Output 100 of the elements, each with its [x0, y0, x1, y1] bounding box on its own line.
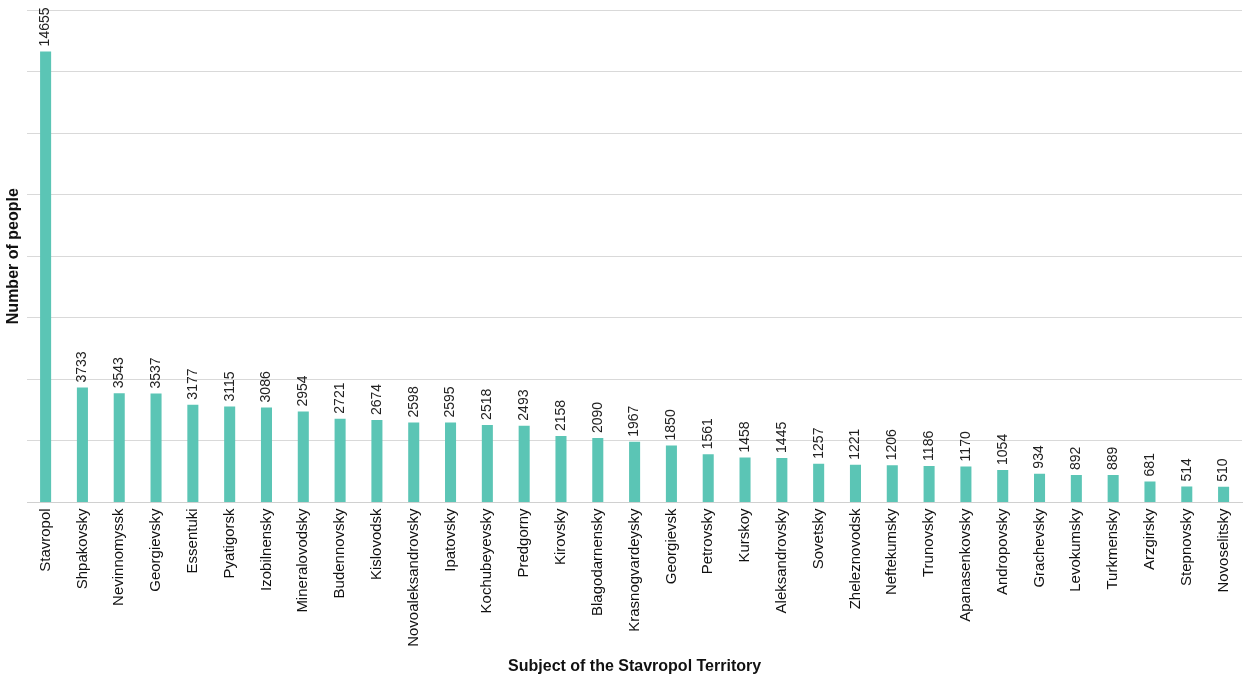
x-tick-label: Blagodarnensky [587, 507, 605, 616]
y-axis-title: Number of people [4, 188, 22, 325]
x-tick-label: Georgievsk [661, 507, 679, 585]
x-tick-label: Nevinnomyssk [109, 507, 127, 606]
bar [187, 404, 199, 502]
bar [297, 411, 309, 502]
data-label: 2595 [441, 386, 458, 418]
x-tick-label: Neftekumsky [882, 507, 900, 596]
x-tick-label: Turkmensky [1103, 507, 1121, 590]
data-label: 1850 [662, 409, 679, 441]
bar [1070, 474, 1082, 502]
x-tick-label: Trunovsky [919, 507, 937, 578]
bar [1034, 473, 1046, 502]
x-tick-label: Izobilnensky [256, 507, 274, 591]
data-label: 1221 [846, 428, 863, 460]
x-tick-label: Sovetsky [808, 507, 826, 570]
data-label: 2674 [367, 383, 384, 416]
bar [224, 406, 236, 502]
x-tick-label: Arzgirsky [1140, 507, 1158, 571]
data-label: 1206 [883, 428, 900, 461]
data-label: 2954 [294, 375, 311, 407]
data-label: 3537 [146, 357, 163, 389]
data-label: 1186 [919, 430, 936, 461]
bar [923, 465, 935, 502]
x-tick-label: Predgorny [514, 507, 532, 578]
bar [849, 464, 861, 502]
x-tick-label: Novoaleksandrovsky [403, 507, 421, 647]
data-label: 2518 [478, 388, 495, 420]
data-label: 2090 [588, 401, 605, 434]
x-tick-label: Kirovsky [551, 507, 569, 566]
data-label: 2721 [330, 382, 347, 414]
data-label: 3177 [183, 368, 200, 400]
bar [629, 441, 641, 502]
x-tick-label: Stepnovsky [1176, 507, 1194, 586]
bar [1181, 486, 1193, 502]
data-label: 681 [1140, 452, 1157, 477]
x-tick-label: Krasnogvardeysky [624, 507, 642, 632]
bar [813, 463, 825, 502]
x-tick-label: Novoselitsky [1213, 507, 1231, 593]
x-tick-label: Aleksandrovsky [771, 507, 789, 614]
bar [997, 469, 1009, 502]
bar [1144, 481, 1156, 502]
data-label: 510 [1214, 458, 1231, 482]
bar [592, 438, 604, 502]
bar [776, 457, 788, 502]
x-tick-label: Levokumsky [1066, 507, 1084, 592]
x-tick-label: Budennovsky [330, 507, 348, 599]
data-label: 1170 [956, 431, 973, 462]
x-tick-label: Essentuki [183, 508, 200, 574]
bar [665, 445, 677, 502]
x-tick-label: Mineralovodsky [293, 507, 311, 613]
bar [40, 51, 52, 502]
data-label: 892 [1067, 446, 1084, 470]
bar [334, 418, 346, 502]
data-label: 1257 [809, 427, 826, 459]
x-tick-label: Grachevsky [1029, 507, 1047, 588]
data-label: 3115 [220, 371, 237, 402]
data-label: 2598 [404, 386, 421, 418]
x-tick-label: Kochubeyevsky [477, 507, 495, 614]
x-tick-label: Apanasenkovsky [956, 507, 974, 622]
x-tick-label: Ipatovsky [440, 507, 458, 572]
bar [960, 466, 972, 502]
bar [76, 387, 88, 502]
x-axis-title: Subject of the Stavropol Territory [508, 656, 762, 674]
bar [702, 454, 714, 502]
bar [739, 457, 751, 502]
x-tick-label: Pyatigorsk [219, 507, 237, 579]
data-label: 2158 [551, 399, 568, 431]
x-tick-label: Petrovsky [698, 507, 716, 575]
bar [555, 435, 567, 502]
data-label: 934 [1030, 445, 1047, 469]
data-label: 1054 [993, 433, 1010, 465]
bar [886, 465, 898, 502]
data-label: 3733 [73, 351, 90, 383]
data-label: 14655 [36, 7, 53, 47]
x-tick-label: Kurskoy [735, 507, 753, 563]
data-label: 1967 [625, 405, 642, 437]
bar [1218, 486, 1230, 502]
bar [113, 393, 125, 502]
data-label: 889 [1104, 446, 1121, 471]
x-tick-label: Georgievsky [146, 507, 164, 592]
x-tick-label: Shpakovsky [72, 507, 90, 590]
bar [260, 407, 272, 502]
x-tick-label: Andropovsky [992, 507, 1010, 596]
data-label: 1561 [699, 418, 716, 450]
x-tick-label: Kislovodsk [367, 507, 385, 581]
bar [150, 393, 162, 502]
data-label: 514 [1177, 458, 1194, 482]
bar [445, 422, 457, 502]
data-label: 3086 [257, 371, 274, 403]
data-label: 1458 [735, 421, 752, 453]
data-label: 1445 [772, 421, 789, 453]
bar [371, 420, 383, 502]
bar [1107, 475, 1119, 502]
bar [518, 425, 530, 502]
bar [481, 424, 493, 502]
data-label: 2493 [515, 389, 532, 421]
bar [408, 422, 420, 502]
x-tick-label: Zheleznovodsk [845, 507, 863, 610]
data-label: 3543 [110, 357, 127, 389]
